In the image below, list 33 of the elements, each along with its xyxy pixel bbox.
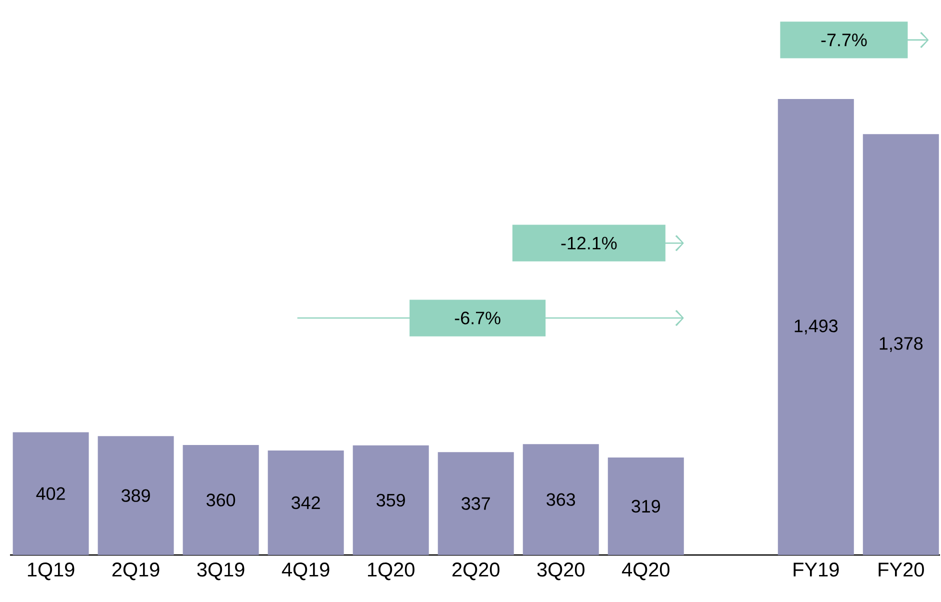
x-tick-label: 3Q19 bbox=[197, 562, 244, 580]
annotation: -12.1% bbox=[561, 236, 617, 250]
x-tick-label: 4Q20 bbox=[622, 562, 670, 580]
data-label: 359 bbox=[376, 494, 405, 507]
x-tick-label: 1Q19 bbox=[28, 562, 74, 580]
x-tick-label: 4Q19 bbox=[282, 562, 330, 580]
bar bbox=[268, 450, 344, 555]
x-tick-label: 2Q20 bbox=[452, 562, 500, 580]
bar bbox=[182, 445, 259, 555]
bar bbox=[12, 432, 89, 555]
x-tick-label: FY20 bbox=[878, 562, 924, 577]
x-tick-label: FY19 bbox=[794, 562, 839, 577]
bar bbox=[862, 134, 939, 555]
data-label: 363 bbox=[546, 493, 576, 506]
bar bbox=[352, 445, 429, 555]
x-tick-label: 3Q20 bbox=[537, 562, 584, 580]
data-label: 342 bbox=[292, 496, 320, 510]
bar bbox=[438, 452, 514, 555]
data-label: 1,493 bbox=[794, 320, 838, 334]
data-label: 360 bbox=[206, 494, 236, 506]
data-label: 389 bbox=[122, 489, 150, 502]
bar bbox=[608, 458, 684, 555]
annotation: -6.7% bbox=[454, 312, 500, 324]
x-tick-label: 2Q19 bbox=[112, 562, 160, 580]
text: -7.7% bbox=[821, 34, 867, 46]
bar bbox=[522, 444, 599, 555]
data-label: 402 bbox=[36, 487, 65, 500]
data-label: 337 bbox=[462, 497, 490, 510]
x-tick-label: 1Q20 bbox=[368, 562, 414, 580]
bar bbox=[98, 436, 174, 555]
bar bbox=[778, 98, 854, 555]
data-label: 319 bbox=[632, 500, 660, 513]
data-label: 1,378 bbox=[880, 337, 923, 352]
